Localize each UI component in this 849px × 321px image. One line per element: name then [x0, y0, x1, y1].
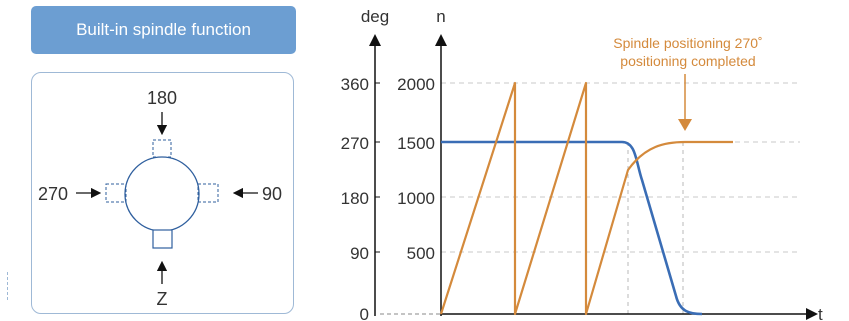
deg-tick-label-270: 270 — [341, 134, 369, 153]
position-curve — [439, 81, 733, 316]
left-slot-dashed — [105, 183, 127, 203]
bottom-slot-z — [152, 229, 173, 249]
label-z: Z — [157, 289, 168, 309]
deg-tick-label-360: 360 — [341, 75, 369, 94]
n-tick-label-1500: 1500 — [397, 134, 435, 153]
position-speed-chart: deg n t 360 270 180 90 0 2000 1500 1000 … — [341, 7, 823, 321]
deg-tick-label-0: 0 — [360, 305, 369, 321]
built-in-spindle-function-banner: Built-in spindle function — [31, 6, 296, 54]
top-slot-dashed — [152, 139, 172, 158]
annotation-arrowhead — [678, 119, 692, 131]
right-slot-dashed — [197, 183, 219, 203]
deg-tick-label-180: 180 — [341, 189, 369, 208]
spindle-circle — [124, 156, 200, 232]
panel-edge-divider — [0, 272, 8, 300]
label-180: 180 — [147, 88, 177, 108]
spindle-orientation-diagram: 180 270 90 Z — [38, 88, 282, 309]
n-tick-label-1000: 1000 — [397, 189, 435, 208]
n-tick-label-500: 500 — [407, 244, 435, 263]
n-tick-label-2000: 2000 — [397, 75, 435, 94]
annotation-line-2: positioning completed — [620, 53, 755, 69]
deg-axis-label: deg — [361, 7, 389, 26]
label-90: 90 — [262, 184, 282, 204]
deg-tick-label-90: 90 — [350, 244, 369, 263]
t-axis-label: t — [818, 305, 823, 321]
speed-curve — [441, 140, 703, 316]
label-270: 270 — [38, 184, 68, 204]
annotation-line-1: Spindle positioning 270˚ — [613, 35, 762, 51]
spindle-orientation-panel — [31, 72, 294, 314]
n-axis-label: n — [436, 7, 445, 26]
